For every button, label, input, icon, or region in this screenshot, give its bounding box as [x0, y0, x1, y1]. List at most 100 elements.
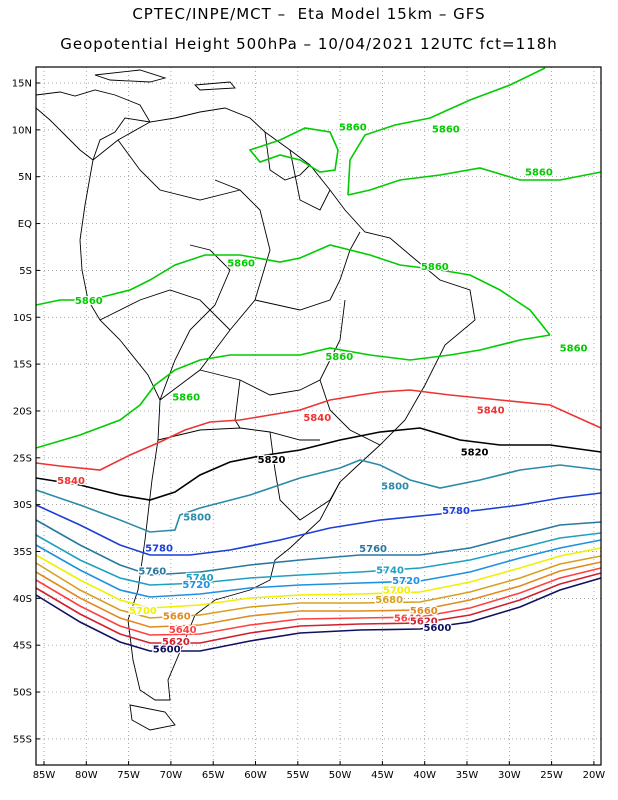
contour-label: 5840: [477, 406, 505, 417]
height-contour-line: [347, 67, 602, 196]
longitude-tick-label: 35W: [456, 770, 479, 781]
contour-label: 5860: [172, 392, 200, 403]
longitude-tick-label: 20W: [583, 770, 606, 781]
contour-label: 5620: [410, 616, 438, 627]
contour-label: 5600: [423, 623, 451, 634]
contour-label: 5680: [375, 595, 403, 606]
contour-label: 5840: [57, 476, 85, 487]
height-contour-line: [35, 492, 602, 556]
land-boundary: [35, 89, 151, 161]
contour-label: 5640: [169, 625, 197, 636]
land-boundary: [319, 379, 381, 446]
longitude-tick-label: 65W: [202, 770, 225, 781]
contour-label: 5620: [162, 637, 190, 648]
land-boundary: [157, 427, 320, 441]
height-contour-line: [35, 577, 602, 652]
contour-label: 5860: [325, 352, 353, 363]
contour-label: 5700: [129, 606, 157, 617]
height-contour-line: [35, 532, 602, 586]
map-frame: [35, 66, 602, 766]
contour-label: 5700: [383, 585, 411, 596]
contour-label: 5860: [227, 258, 255, 269]
land-boundary: [193, 81, 236, 91]
contour-label: 5820: [461, 448, 489, 459]
latitude-tick-label: 50S: [13, 688, 32, 699]
longitude-tick-label: 60W: [244, 770, 267, 781]
latitude-tick-label: 40S: [13, 594, 32, 605]
contour-label: 5860: [432, 124, 460, 135]
map-subtitle: Geopotential Height 500hPa – 10/04/2021 …: [60, 35, 558, 53]
height-contours: [35, 67, 602, 652]
land-boundary: [199, 299, 346, 396]
latitude-tick-label: 5N: [18, 172, 32, 183]
latitude-tick-label: 25S: [13, 453, 32, 464]
contour-label: 5860: [421, 262, 449, 273]
longitude-tick-label: 50W: [329, 770, 352, 781]
latitude-tick-label: 20S: [13, 406, 32, 417]
height-contour-line: [35, 519, 602, 576]
land-boundary: [269, 431, 341, 521]
land-boundary: [94, 69, 167, 83]
height-contour-line: [35, 567, 602, 636]
longitude-tick-label: 45W: [371, 770, 394, 781]
contour-label: 5720: [392, 576, 420, 587]
longitude-tick-label: 25W: [540, 770, 563, 781]
longitude-tick-label: 80W: [75, 770, 98, 781]
contour-label: 5740: [186, 573, 214, 584]
contour-label: 5760: [138, 567, 166, 578]
height-contour-line: [35, 389, 602, 471]
longitude-tick-label: 55W: [286, 770, 309, 781]
latitude-tick-label: EQ: [18, 219, 32, 230]
height-contour-line: [35, 555, 602, 619]
contour-label: 5800: [183, 512, 211, 523]
height-contour-line: [35, 561, 602, 628]
height-contour-line: [35, 547, 602, 609]
land-boundary: [99, 289, 231, 331]
land-boundary: [117, 139, 241, 201]
latitude-axis: 15N 10N 5N EQ 5S 10S 15S 20S 25S 30S 35S 40S 45S 50S 5…: [12, 79, 40, 745]
latitude-tick-label: 30S: [13, 500, 32, 511]
height-contour-line: [35, 459, 602, 533]
latitude-tick-label: 15S: [13, 360, 32, 371]
land-boundary: [159, 179, 271, 401]
height-contour-line: [248, 127, 339, 173]
contour-label: 5820: [258, 455, 286, 466]
longitude-tick-label: 75W: [117, 770, 140, 781]
longitude-tick-label: 30W: [498, 770, 521, 781]
contour-label: 5780: [145, 543, 173, 554]
latitude-tick-label: 45S: [13, 641, 32, 652]
contour-label: 5840: [303, 413, 331, 424]
contour-label: 5720: [182, 580, 210, 591]
longitude-tick-label: 70W: [160, 770, 183, 781]
land-boundary: [129, 704, 176, 731]
contour-label: 5640: [394, 614, 422, 625]
latitude-tick-label: 10S: [13, 313, 32, 324]
land-boundary: [159, 244, 231, 401]
longitude-tick-label: 40W: [413, 770, 436, 781]
latitude-tick-label: 35S: [13, 547, 32, 558]
land-boundary: [254, 231, 361, 311]
longitude-axis: 85W 80W 75W 70W 65W 60W 55W 50W 45W 40W 35W 30W 25W 2…: [33, 761, 606, 781]
latitude-tick-label: 15N: [12, 79, 32, 90]
contour-label: 5860: [525, 168, 553, 179]
contour-label: 5760: [359, 544, 387, 555]
height-contour-line: [35, 427, 602, 501]
latitude-tick-label: 5S: [19, 266, 32, 277]
land-boundary: [79, 107, 476, 701]
height-contour-line: [35, 539, 602, 598]
land-boundary: [264, 131, 311, 181]
contour-label: 5860: [560, 344, 588, 355]
latitude-tick-label: 10N: [12, 125, 32, 136]
contour-label: 5660: [410, 606, 438, 617]
contour-label: 5660: [163, 612, 191, 623]
longitude-tick-label: 85W: [33, 770, 56, 781]
height-contour-line: [35, 244, 551, 449]
contour-label: 5860: [339, 123, 367, 134]
contour-label: 5780: [442, 506, 470, 517]
height-contour-line: [35, 572, 602, 644]
latitude-tick-label: 55S: [13, 734, 32, 745]
land-boundary: [289, 149, 331, 211]
map-title: CPTEC/INPE/MCT – Eta Model 15km – GFS: [132, 5, 486, 23]
lat-lon-grid: [36, 67, 601, 765]
